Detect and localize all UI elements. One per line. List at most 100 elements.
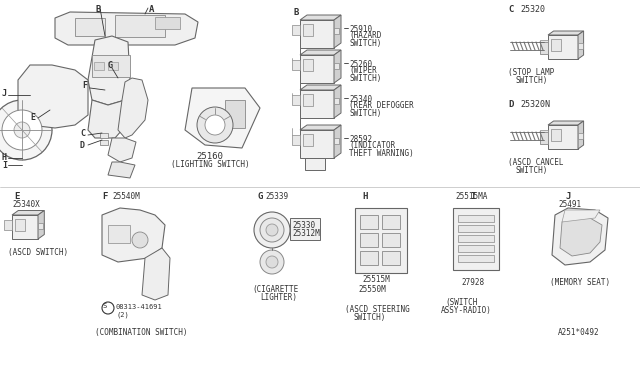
Polygon shape	[562, 210, 600, 222]
Text: 25330: 25330	[292, 221, 315, 230]
Text: 25340: 25340	[349, 95, 372, 104]
Bar	[578, 133, 583, 139]
Bar	[382, 233, 400, 247]
Text: ASSY-RADIO): ASSY-RADIO)	[441, 306, 492, 315]
Circle shape	[14, 122, 30, 138]
Text: G: G	[258, 192, 264, 201]
Bar	[292, 60, 300, 70]
Text: 25910: 25910	[349, 25, 372, 34]
Bar	[94, 62, 104, 70]
Text: (MEMORY SEAT): (MEMORY SEAT)	[550, 278, 610, 287]
Text: SWITCH): SWITCH)	[353, 313, 385, 322]
Circle shape	[197, 107, 233, 143]
Polygon shape	[334, 15, 341, 48]
Text: B: B	[293, 8, 298, 17]
Circle shape	[266, 256, 278, 268]
Bar	[458, 235, 494, 242]
Bar	[334, 63, 339, 69]
Bar	[303, 94, 313, 106]
Polygon shape	[578, 121, 584, 149]
Bar	[225, 100, 245, 128]
Text: (WIPER: (WIPER	[349, 66, 377, 75]
Bar	[100, 133, 108, 138]
Bar	[303, 24, 313, 36]
Text: J: J	[565, 192, 570, 201]
Text: (REAR DEFOGGER: (REAR DEFOGGER	[349, 101, 413, 110]
Polygon shape	[300, 50, 341, 55]
Bar	[458, 225, 494, 232]
Text: H: H	[2, 154, 7, 163]
Text: I: I	[470, 192, 476, 201]
Bar	[334, 28, 339, 34]
Text: (LIGHTING SWITCH): (LIGHTING SWITCH)	[171, 160, 250, 169]
Text: SWITCH): SWITCH)	[349, 74, 381, 83]
Text: 25515MA: 25515MA	[455, 192, 488, 201]
Bar	[292, 95, 300, 105]
Text: A: A	[149, 5, 154, 14]
Bar	[453, 208, 499, 270]
Bar	[100, 140, 108, 145]
Text: 25340X: 25340X	[12, 200, 40, 209]
Bar	[360, 251, 378, 265]
Bar	[300, 20, 334, 48]
Text: D: D	[80, 141, 85, 150]
Circle shape	[0, 100, 52, 160]
Polygon shape	[560, 216, 602, 256]
Text: 25312M: 25312M	[292, 229, 320, 238]
Bar	[155, 17, 180, 29]
Bar	[540, 130, 548, 140]
Text: I: I	[2, 160, 7, 170]
Bar	[12, 215, 38, 239]
Polygon shape	[334, 125, 341, 158]
Text: 25260: 25260	[349, 60, 372, 69]
Bar	[334, 98, 339, 104]
Polygon shape	[300, 85, 341, 90]
Bar	[551, 129, 561, 141]
Text: (ASCD CANCEL: (ASCD CANCEL	[508, 158, 563, 167]
Text: 25320N: 25320N	[520, 100, 550, 109]
Polygon shape	[185, 88, 260, 148]
Bar	[458, 215, 494, 222]
Polygon shape	[552, 208, 608, 265]
Text: 25320: 25320	[520, 5, 545, 14]
Polygon shape	[300, 15, 341, 20]
Text: (STOP LAMP: (STOP LAMP	[508, 68, 554, 77]
Text: SWITCH): SWITCH)	[349, 109, 381, 118]
Polygon shape	[300, 125, 341, 130]
Bar	[540, 42, 548, 54]
Bar	[4, 220, 12, 230]
Bar	[115, 15, 165, 37]
Polygon shape	[578, 31, 584, 59]
Bar	[300, 55, 334, 83]
Text: SWITCH): SWITCH)	[516, 166, 548, 175]
Polygon shape	[108, 162, 135, 178]
Text: LIGHTER): LIGHTER)	[260, 293, 297, 302]
Text: 25540M: 25540M	[112, 192, 140, 201]
Text: (2): (2)	[116, 312, 129, 318]
Polygon shape	[548, 121, 584, 125]
Text: F: F	[102, 192, 108, 201]
Bar	[382, 215, 400, 229]
Text: S: S	[103, 303, 107, 309]
Circle shape	[132, 232, 148, 248]
Polygon shape	[334, 85, 341, 118]
Text: (CIGARETTE: (CIGARETTE	[252, 285, 298, 294]
Text: 25550M: 25550M	[358, 285, 386, 294]
Polygon shape	[55, 12, 198, 45]
Text: A251*0492: A251*0492	[558, 328, 600, 337]
Circle shape	[260, 250, 284, 274]
Text: SWITCH): SWITCH)	[349, 39, 381, 48]
Text: (INDICATOR: (INDICATOR	[349, 141, 396, 150]
Text: 28592: 28592	[349, 135, 372, 144]
Text: C: C	[80, 128, 85, 138]
Text: (ASCD SWITCH): (ASCD SWITCH)	[8, 248, 68, 257]
Text: 25339: 25339	[265, 192, 288, 201]
Bar	[540, 40, 548, 50]
Polygon shape	[108, 138, 136, 162]
Bar	[355, 208, 407, 273]
Bar	[38, 223, 43, 229]
Bar	[551, 39, 561, 51]
Circle shape	[266, 224, 278, 236]
Circle shape	[2, 110, 42, 150]
Bar	[578, 43, 583, 49]
